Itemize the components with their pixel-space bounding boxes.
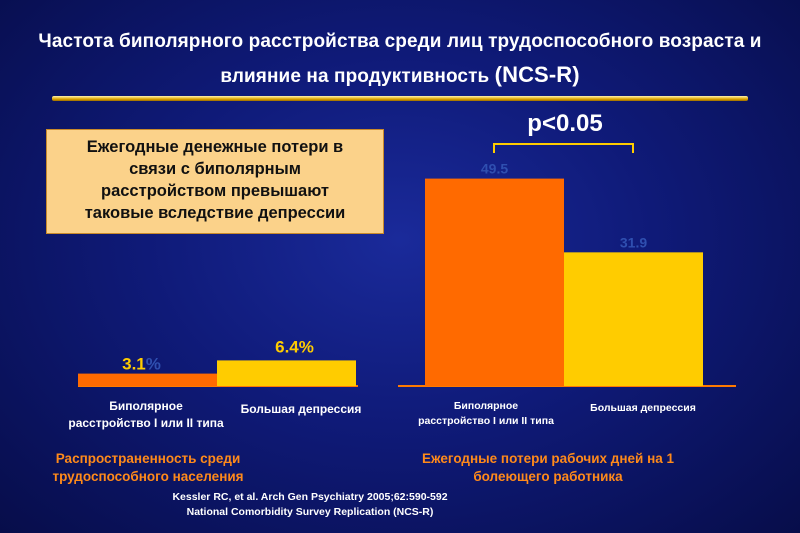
data-label-right-depression: 31.9 (620, 234, 647, 250)
significance-bracket (493, 143, 634, 153)
reference-line2: National Comorbidity Survey Replication … (186, 506, 434, 519)
data-label-right-bipolar: 49.5 (481, 161, 508, 177)
category-label-left-bipolar: Биполярное расстройство I или II типа (48, 398, 244, 432)
group-label-right: Ежегодные потери рабочих дней на 1 болею… (388, 450, 708, 486)
category-label-right-bipolar-l1: Биполярное (453, 400, 519, 412)
callout-box: Ежегодные денежные потери в связи с бипо… (46, 129, 384, 234)
slide-title-line1: Частота биполярного расстройства среди л… (38, 31, 762, 52)
category-label-left-bipolar-l2: расстройство I или II типа (68, 415, 224, 430)
slide-title-source-tag: (NCS-R) (494, 62, 580, 88)
group-label-right-l1: Ежегодные потери рабочих дней на 1 (421, 451, 674, 466)
bar-right-depression (564, 252, 703, 386)
slide-title-line2-text: влияние на продуктивность (220, 66, 490, 88)
slide-title-line2: влияние на продуктивность (NCS-R) (20, 57, 780, 92)
bar-left-depression (217, 360, 356, 386)
group-label-left: Распространенность среди трудоспособного… (16, 450, 280, 486)
callout-line3: расстройством превышают (101, 181, 329, 200)
group-label-left-l2: трудоспособного населения (52, 469, 244, 485)
slide-title: Частота биполярного расстройства среди л… (20, 27, 780, 93)
reference-line1: Kessler RC, et al. Arch Gen Psychiatry 2… (172, 491, 448, 503)
callout-line1: Ежегодные денежные потери в (86, 138, 344, 156)
category-label-right-bipolar: Биполярное расстройство I или II типа (412, 399, 560, 428)
category-label-right-depression: Большая депрессия (590, 402, 696, 414)
title-divider (52, 96, 748, 101)
category-label-right-bipolar-l2: расстройство I или II типа (418, 414, 554, 427)
category-label-left-depression: Большая депрессия (240, 402, 362, 416)
bar-right-bipolar (425, 178, 564, 386)
data-label-left-bipolar: 3.1% (122, 355, 161, 374)
reference-citation: Kessler RC, et al. Arch Gen Psychiatry 2… (100, 490, 520, 520)
group-label-left-l1: Распространенность среди (55, 451, 241, 466)
group-label-right-l2: болеющего работника (473, 469, 623, 485)
callout-line4: таковые вследствие депрессии (84, 203, 346, 222)
bar-left-bipolar (78, 373, 217, 386)
category-label-left-bipolar-l1: Биполярное (109, 399, 183, 413)
data-label-left-depression: 6.4% (275, 337, 314, 356)
callout-line2: связи с биполярным (129, 159, 301, 178)
p-value-label: p<0.05 (527, 110, 603, 137)
